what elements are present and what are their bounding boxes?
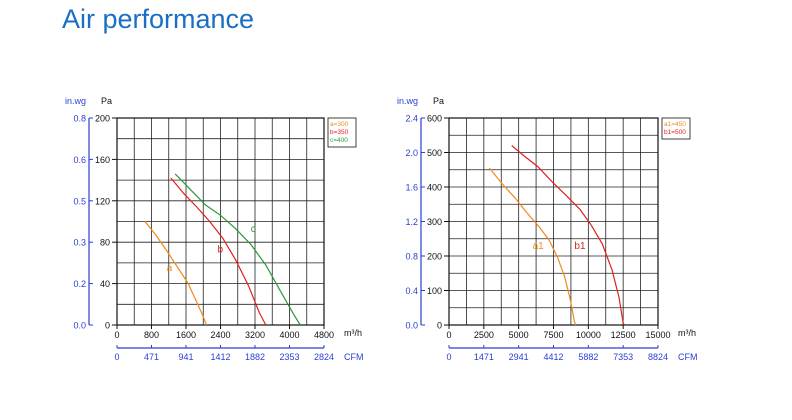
- legend-entry: a1=450: [664, 121, 686, 128]
- x-tick-label: 10000: [576, 330, 601, 340]
- legend-entry: a=300: [330, 121, 349, 128]
- y-tick-label: 0: [105, 321, 110, 331]
- x-tick-label: 12500: [611, 330, 636, 340]
- series-label-a: a: [167, 263, 173, 274]
- series-label-b: b: [217, 245, 223, 256]
- legend-entry: b1=500: [664, 129, 686, 136]
- x-tick-label: 0: [446, 330, 451, 340]
- y2-tick-label: 2.4: [405, 114, 418, 124]
- series-line-b1: [511, 145, 626, 326]
- y-tick-label: 500: [427, 148, 442, 158]
- y-tick-label: 200: [427, 252, 442, 262]
- legend-box: [327, 117, 357, 148]
- x-axis-label: m³/h: [678, 328, 696, 338]
- x-tick-label: 2500: [474, 330, 494, 340]
- x-axis-label: m³/h: [344, 328, 362, 338]
- x2-tick-label: 1412: [210, 352, 230, 362]
- x-tick-label: 4000: [279, 330, 299, 340]
- x-tick-label: 2400: [210, 330, 230, 340]
- y-tick-label: 160: [95, 155, 110, 165]
- x2-tick-label: 2353: [279, 352, 299, 362]
- x-tick-label: 0: [114, 330, 119, 340]
- legend-entry: b=350: [330, 129, 349, 136]
- series-label-b1: b1: [574, 241, 586, 252]
- x2-tick-label: 471: [144, 352, 159, 362]
- y-tick-label: 400: [427, 183, 442, 193]
- x-tick-label: 15000: [645, 330, 670, 340]
- y2-tick-label: 0.3: [73, 238, 86, 248]
- y2-tick-label: 0.4: [405, 286, 418, 296]
- y2-tick-label: 2.0: [405, 148, 418, 158]
- y2-tick-label: 0.6: [73, 155, 86, 165]
- y-tick-label: 0: [437, 321, 442, 331]
- y-tick-label: 120: [95, 196, 110, 206]
- series-line-a: [144, 221, 207, 326]
- x-tick-label: 7500: [543, 330, 563, 340]
- series-label-c: c: [251, 224, 256, 235]
- y2-tick-label: 0.5: [73, 196, 86, 206]
- chart-left: 0 40 80 120 160 200 0 800 1600 2400 3200 4000 4800 Pa…: [65, 96, 364, 362]
- x2-tick-label: 1471: [474, 352, 494, 362]
- y2-tick-label: 0.2: [73, 279, 86, 289]
- x2-tick-label: 2941: [509, 352, 529, 362]
- y-axis-label: Pa: [101, 96, 112, 106]
- legend-box: [661, 117, 691, 140]
- series-line-a1: [488, 167, 577, 326]
- x2-axis-label: CFM: [678, 352, 698, 362]
- x2-tick-label: 0: [114, 352, 119, 362]
- x-tick-label: 1600: [176, 330, 196, 340]
- x2-tick-label: 2824: [314, 352, 334, 362]
- y2-axis-label: in.wg: [65, 96, 86, 106]
- x2-tick-label: 7353: [613, 352, 633, 362]
- y2-tick-label: 1.2: [405, 217, 418, 227]
- x-tick-label: 4800: [314, 330, 334, 340]
- x2-tick-label: 1882: [245, 352, 265, 362]
- y2-tick-label: 1.6: [405, 183, 418, 193]
- y-axis-label: Pa: [433, 96, 444, 106]
- y-tick-label: 40: [100, 279, 110, 289]
- x-tick-label: 5000: [509, 330, 529, 340]
- y-tick-label: 100: [427, 286, 442, 296]
- x-tick-label: 800: [144, 330, 159, 340]
- x2-axis-label: CFM: [344, 352, 364, 362]
- x2-tick-label: 0: [446, 352, 451, 362]
- y2-axis-label: in.wg: [397, 96, 418, 106]
- series-label-a1: a1: [533, 241, 545, 252]
- y-tick-label: 600: [427, 114, 442, 124]
- y2-tick-label: 0.0: [405, 321, 418, 331]
- y2-tick-label: 0.8: [73, 114, 86, 124]
- y-tick-label: 80: [100, 238, 110, 248]
- chart-right: 0 100 200 300 400 500 600 0 2500 5000 7500 10000 125…: [397, 96, 698, 362]
- y-tick-label: 300: [427, 217, 442, 227]
- x2-tick-label: 4412: [543, 352, 563, 362]
- x2-tick-label: 941: [178, 352, 193, 362]
- page-title: Air performance: [62, 4, 255, 34]
- y2-tick-label: 0.8: [405, 252, 418, 262]
- series-line-c: [174, 173, 301, 326]
- legend-entry: c=400: [330, 137, 348, 144]
- x-tick-label: 3200: [245, 330, 265, 340]
- y2-tick-label: 0.0: [73, 321, 86, 331]
- x2-tick-label: 8824: [648, 352, 668, 362]
- y-tick-label: 200: [95, 114, 110, 124]
- series-line-b: [170, 177, 267, 326]
- x2-tick-label: 5882: [578, 352, 598, 362]
